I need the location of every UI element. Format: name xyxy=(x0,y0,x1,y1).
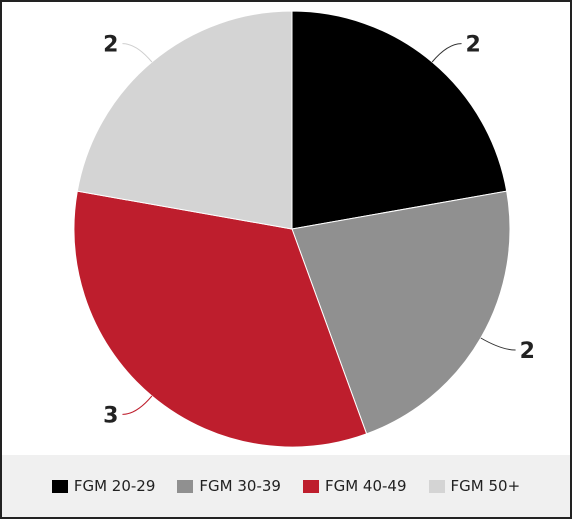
legend: FGM 20-29 FGM 30-39 FGM 40-49 FGM 50+ xyxy=(0,455,572,519)
data-label: 2 xyxy=(520,339,535,364)
legend-item-fgm-30-39[interactable]: FGM 30-39 xyxy=(177,477,281,495)
legend-label: FGM 40-49 xyxy=(324,477,407,495)
slice-fgm-20-29[interactable] xyxy=(291,10,508,230)
data-label: 2 xyxy=(103,33,118,58)
legend-swatch xyxy=(177,479,194,493)
leader-line xyxy=(122,43,153,63)
legend-label: FGM 50+ xyxy=(450,477,521,495)
slice-fgm-30-39[interactable] xyxy=(291,190,511,435)
legend-item-fgm-20-29[interactable]: FGM 20-29 xyxy=(51,477,156,495)
data-label: 3 xyxy=(103,403,118,428)
leader-line xyxy=(122,395,153,415)
legend-item-fgm-40-49[interactable]: FGM 40-49 xyxy=(302,477,407,495)
pie-chart: 2 2 3 2 xyxy=(73,10,535,448)
legend-swatch xyxy=(428,479,445,493)
legend-item-fgm-50-plus[interactable]: FGM 50+ xyxy=(428,477,521,495)
leader-line xyxy=(431,43,462,63)
legend-label: FGM 30-39 xyxy=(199,477,281,495)
legend-swatch xyxy=(51,479,68,493)
legend-swatch xyxy=(302,479,319,493)
data-label: 2 xyxy=(466,33,481,58)
slice-fgm-40-49[interactable] xyxy=(73,190,368,448)
slice-fgm-50-plus[interactable] xyxy=(76,10,293,230)
legend-label: FGM 20-29 xyxy=(73,477,156,495)
leader-line xyxy=(480,337,516,351)
